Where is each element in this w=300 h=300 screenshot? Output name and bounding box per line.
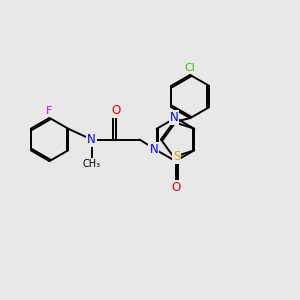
- Text: F: F: [46, 106, 53, 116]
- Text: S: S: [173, 151, 180, 164]
- Text: O: O: [171, 181, 180, 194]
- Text: N: N: [169, 111, 178, 124]
- Text: N: N: [149, 143, 158, 156]
- Text: CH₃: CH₃: [82, 159, 100, 169]
- Text: N: N: [87, 133, 96, 146]
- Text: O: O: [111, 104, 120, 117]
- Text: Cl: Cl: [185, 63, 196, 73]
